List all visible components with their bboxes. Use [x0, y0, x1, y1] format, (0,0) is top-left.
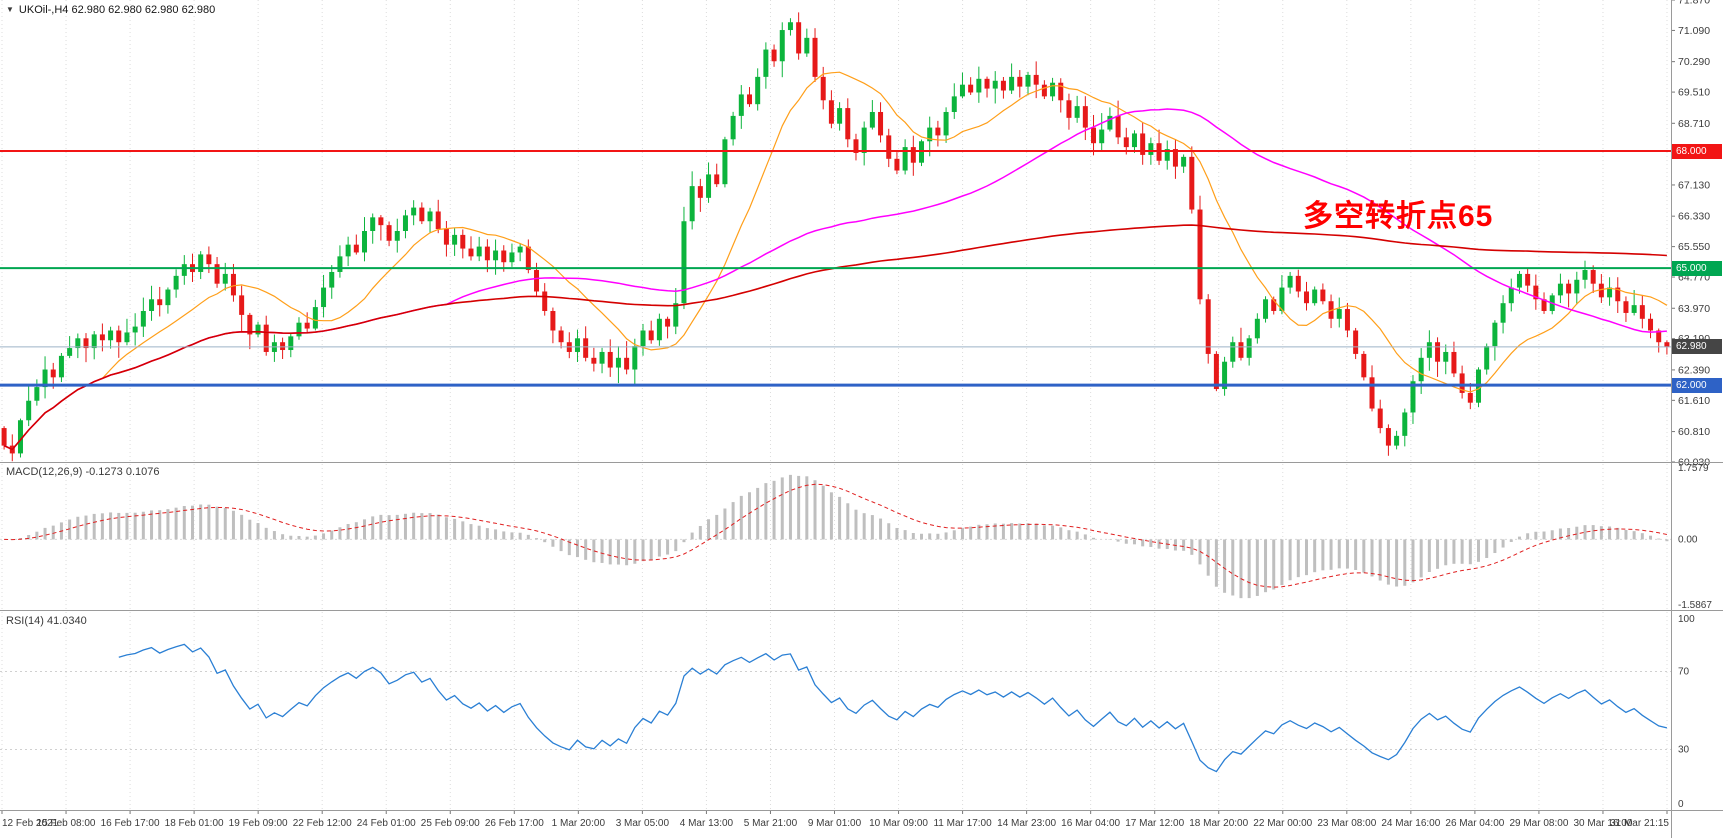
svg-text:67.130: 67.130 [1678, 179, 1710, 191]
svg-text:19 Feb 09:00: 19 Feb 09:00 [229, 818, 288, 829]
svg-text:71.090: 71.090 [1678, 25, 1710, 37]
svg-text:24 Feb 01:00: 24 Feb 01:00 [357, 818, 416, 829]
svg-text:66.330: 66.330 [1678, 211, 1710, 223]
symbol-dropdown-icon[interactable]: ▼ [6, 5, 14, 14]
svg-text:24 Mar 16:00: 24 Mar 16:00 [1381, 818, 1440, 829]
svg-text:62.390: 62.390 [1678, 364, 1710, 376]
macd-indicator-label: MACD(12,26,9) -0.1273 0.1076 [6, 466, 160, 478]
svg-text:18 Feb 01:00: 18 Feb 01:00 [165, 818, 224, 829]
svg-text:3 Mar 05:00: 3 Mar 05:00 [616, 818, 670, 829]
svg-text:10 Mar 09:00: 10 Mar 09:00 [869, 818, 928, 829]
svg-text:1.7579: 1.7579 [1678, 463, 1709, 474]
price-line-badge-62[interactable]: 62.000 [1672, 377, 1722, 393]
svg-text:70.290: 70.290 [1678, 56, 1710, 68]
svg-text:5 Mar 21:00: 5 Mar 21:00 [744, 818, 798, 829]
svg-text:16 Feb 17:00: 16 Feb 17:00 [101, 818, 160, 829]
svg-text:63.970: 63.970 [1678, 303, 1710, 315]
svg-text:0: 0 [1678, 799, 1684, 810]
svg-text:71.870: 71.870 [1678, 0, 1710, 7]
svg-text:70: 70 [1678, 667, 1690, 678]
svg-text:60.810: 60.810 [1678, 426, 1710, 438]
price-line-badge-68[interactable]: 68.000 [1672, 143, 1722, 159]
svg-text:23 Mar 08:00: 23 Mar 08:00 [1317, 818, 1376, 829]
svg-text:18 Mar 20:00: 18 Mar 20:00 [1189, 818, 1248, 829]
svg-text:4 Mar 13:00: 4 Mar 13:00 [680, 818, 734, 829]
svg-text:16 Mar 04:00: 16 Mar 04:00 [1061, 818, 1120, 829]
symbol-ohlc-text: UKOil-,H4 62.980 62.980 62.980 62.980 [18, 4, 216, 16]
symbol-info: ▼ UKOil-,H4 62.980 62.980 62.980 62.980 [6, 4, 215, 16]
svg-text:12 Feb 2021: 12 Feb 2021 [2, 818, 59, 829]
svg-text:100: 100 [1678, 614, 1695, 625]
svg-text:26 Mar 04:00: 26 Mar 04:00 [1445, 818, 1504, 829]
svg-text:30 Mar 16:00: 30 Mar 16:00 [1573, 818, 1632, 829]
svg-text:11 Mar 17:00: 11 Mar 17:00 [933, 818, 992, 829]
svg-text:22 Feb 12:00: 22 Feb 12:00 [293, 818, 352, 829]
svg-text:31 Mar 21:15: 31 Mar 21:15 [1610, 818, 1669, 829]
svg-text:29 Mar 08:00: 29 Mar 08:00 [1509, 818, 1568, 829]
svg-text:68.710: 68.710 [1678, 118, 1710, 130]
svg-text:61.610: 61.610 [1678, 395, 1710, 407]
svg-text:9 Mar 01:00: 9 Mar 01:00 [808, 818, 862, 829]
annotation-text: 多空转折点65 [1303, 200, 1494, 233]
current-price-badge: 62.980 [1672, 339, 1722, 355]
price-line-badge-65[interactable]: 65.000 [1672, 260, 1722, 276]
svg-text:25 Feb 09:00: 25 Feb 09:00 [421, 818, 480, 829]
svg-text:69.510: 69.510 [1678, 87, 1710, 99]
rsi-indicator-label: RSI(14) 41.0340 [6, 615, 87, 627]
svg-text:30: 30 [1678, 745, 1690, 756]
svg-text:1 Mar 20:00: 1 Mar 20:00 [552, 818, 606, 829]
svg-text:17 Mar 12:00: 17 Mar 12:00 [1125, 818, 1184, 829]
svg-text:22 Mar 00:00: 22 Mar 00:00 [1253, 818, 1312, 829]
svg-text:65.550: 65.550 [1678, 241, 1710, 253]
svg-text:15 Feb 08:00: 15 Feb 08:00 [37, 818, 96, 829]
svg-text:0.00: 0.00 [1678, 534, 1698, 545]
svg-text:14 Mar 23:00: 14 Mar 23:00 [997, 818, 1056, 829]
svg-text:-1.5867: -1.5867 [1678, 600, 1712, 611]
svg-text:26 Feb 17:00: 26 Feb 17:00 [485, 818, 544, 829]
